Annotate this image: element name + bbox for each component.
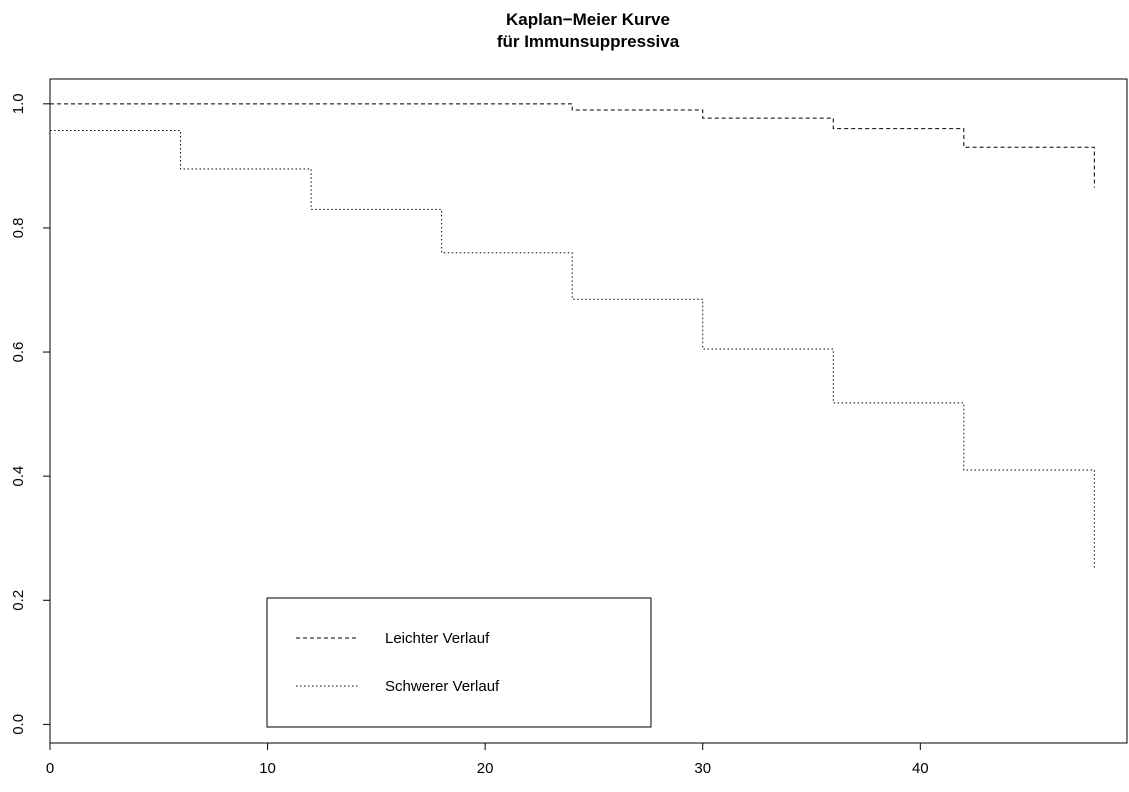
survival-curves	[50, 103, 1095, 570]
y-tick-label: 0.4	[10, 466, 27, 487]
legend: Leichter Verlauf Schwerer Verlauf	[266, 597, 652, 728]
x-tick-label: 10	[259, 760, 276, 777]
y-axis: 0.0 0.2 0.4 0.6 0.8 1.0	[10, 93, 51, 735]
y-tick-label: 0.6	[10, 342, 27, 363]
y-tick-label: 0.8	[10, 218, 27, 239]
series-line-1	[50, 130, 1095, 570]
x-tick-label: 0	[46, 760, 54, 777]
chart-title-line: Kaplan−Meier Kurve	[506, 10, 670, 29]
x-tick-label: 30	[694, 760, 711, 777]
series-line-0	[50, 103, 1095, 188]
x-tick-label: 20	[477, 760, 494, 777]
y-tick-label: 0.0	[10, 714, 27, 735]
y-tick-label: 0.2	[10, 590, 27, 611]
chart-title: Kaplan−Meier Kurve für Immunsuppressiva	[497, 10, 680, 51]
legend-box	[266, 597, 652, 728]
legend-label: Leichter Verlauf	[385, 630, 490, 647]
chart-title-line: für Immunsuppressiva	[497, 32, 680, 51]
x-tick-label: 40	[912, 760, 929, 777]
y-tick-label: 1.0	[10, 93, 27, 114]
x-axis: 0 10 20 30 40	[46, 742, 929, 777]
legend-label: Schwerer Verlauf	[385, 678, 500, 695]
